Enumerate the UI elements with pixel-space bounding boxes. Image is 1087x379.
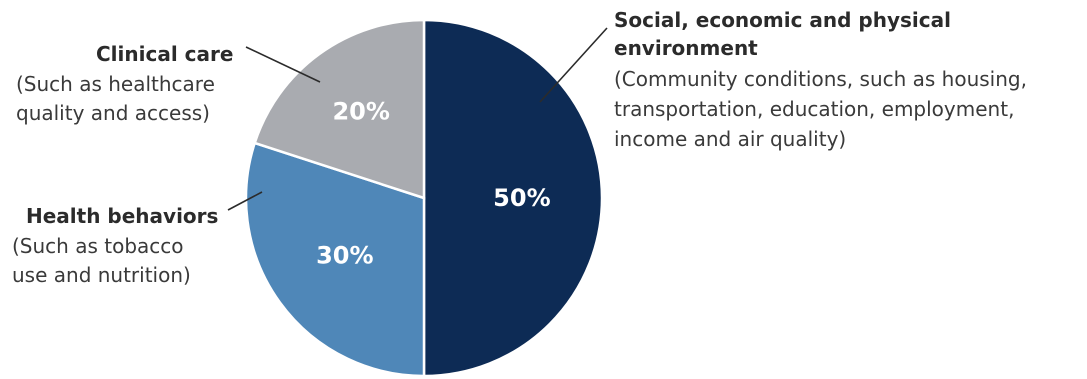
slice-label-desc-line: (Such as healthcare <box>16 72 215 96</box>
percent-labels: 50% 30% 20% <box>316 98 551 270</box>
slice-label-title-line: Social, economic and physical <box>614 8 951 32</box>
pie-slices <box>244 18 604 378</box>
leader-line <box>245 46 321 83</box>
slice-label-clinical-care-desc: (Such as healthcare quality and access) <box>16 72 221 125</box>
pie-slice-health-behaviors <box>244 141 426 378</box>
slice-label-desc-line: (Such as tobacco <box>12 234 184 258</box>
slice-label-title-line: environment <box>614 36 758 60</box>
leader-lines <box>227 27 608 211</box>
slice-label-health-behaviors-title: Health behaviors <box>26 204 218 228</box>
percent-label-clinical-care: 20% <box>332 98 389 126</box>
slice-label-health-behaviors-desc: (Such as tobacco use and nutrition) <box>12 234 191 287</box>
leader-line <box>539 27 608 103</box>
slice-label-desc-line: quality and access) <box>16 101 210 125</box>
pie-slice-clinical-care <box>253 18 426 200</box>
slice-label-desc-line: transportation, education, employment, <box>614 97 1014 121</box>
slice-label-title-line: Clinical care <box>96 42 233 66</box>
slice-label-desc-line: (Community conditions, such as housing, <box>614 67 1027 91</box>
slice-label-clinical-care-title: Clinical care <box>96 42 233 66</box>
slice-label-title-line: Health behaviors <box>26 204 218 228</box>
slice-label-social-environment-desc: (Community conditions, such as housing, … <box>614 67 1033 151</box>
percent-label-health-behaviors: 30% <box>316 242 373 270</box>
slice-label-desc-line: income and air quality) <box>614 127 846 151</box>
percent-label-social-environment: 50% <box>493 184 550 212</box>
leader-line <box>227 191 263 211</box>
slice-label-social-environment-title: Social, economic and physical environmen… <box>614 8 958 60</box>
slice-label-desc-line: use and nutrition) <box>12 263 191 287</box>
pie-slice-social-environment <box>422 18 604 378</box>
